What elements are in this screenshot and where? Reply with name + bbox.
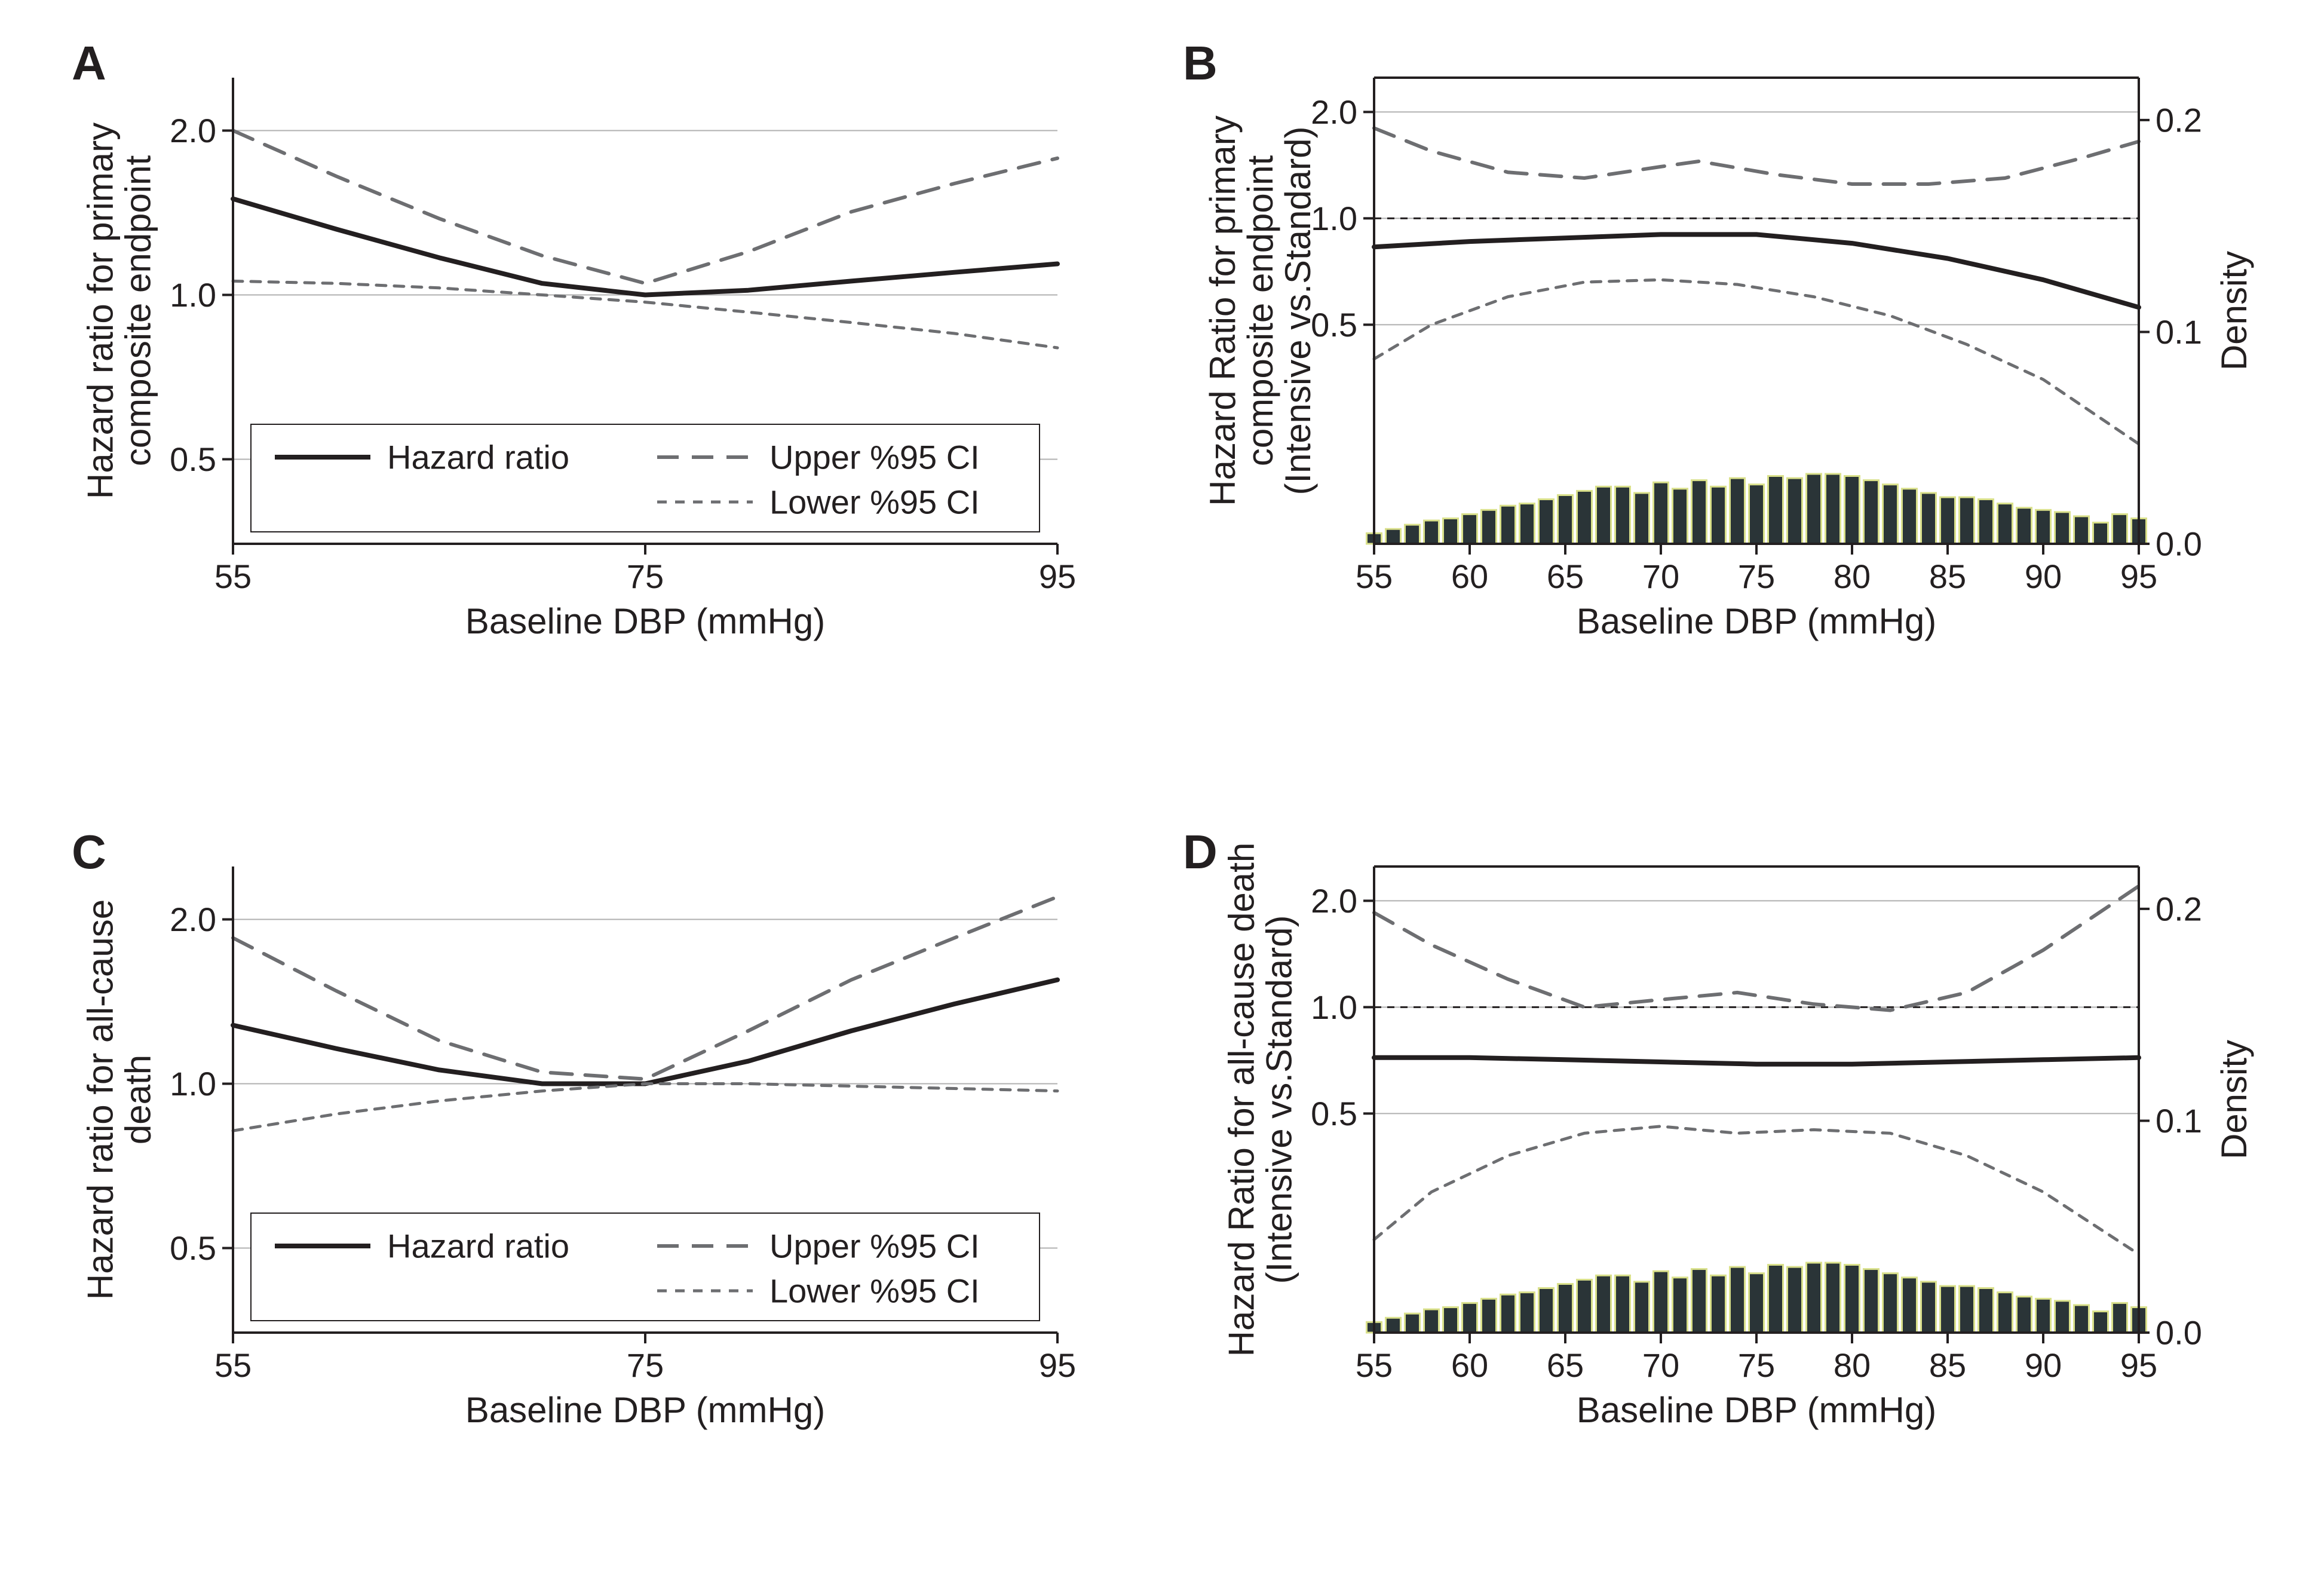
y-axis-label: Hazard ratio for all-causedeath [81,899,158,1300]
legend-lower-label: Lower %95 CI [769,483,980,521]
svg-text:65: 65 [1547,1346,1584,1384]
series-hazard-ratio [1374,234,2139,307]
x-axis-label: Baseline DBP (mmHg) [465,1390,825,1430]
svg-text:95: 95 [2120,558,2157,595]
svg-text:0.2: 0.2 [2156,102,2202,139]
x-axis-label: Baseline DBP (mmHg) [465,601,825,641]
panel-svg-a: 55 75 95 0.5 1.0 2.0 Baseline DBP (mmHg) Hazard… [0,0,2324,1586]
legend-hr-label: Hazard ratio [387,439,569,476]
series-upper-ci [1374,128,2139,184]
series-hazard-ratio [233,199,1057,295]
x-axis-label: Baseline DBP (mmHg) [1577,1390,1936,1430]
y-axis-label: Hazard Ratio for all-cause death(Intensi… [1222,843,1299,1357]
svg-text:80: 80 [1834,1346,1871,1384]
svg-text:80: 80 [1834,558,1871,595]
panel-svg-c: 55 75 95 0.5 1.0 2.0 Baseline DBP (mmHg) Hazard… [0,0,2324,1586]
legend-lower-label: Lower %95 CI [769,1272,980,1310]
svg-text:55: 55 [1356,558,1393,595]
y2-axis-label: Density [2214,251,2254,371]
svg-text:90: 90 [2025,1346,2062,1384]
series-hazard-ratio [1374,1058,2139,1064]
legend-upper-label: Upper %95 CI [769,439,980,476]
series-upper-ci [1374,886,2139,1011]
svg-text:85: 85 [1929,1346,1966,1384]
series-hazard-ratio [233,980,1057,1084]
panel-svg-b: 55 60 65 70 75 80 85 90 95 0.5 1.0 2.0 0.0 0.1 0.2 Dens… [0,0,2324,1586]
svg-text:85: 85 [1929,558,1966,595]
panel-label-c: C [72,825,106,880]
x-axis-label: Baseline DBP (mmHg) [1577,601,1936,641]
panel-label-a: A [72,36,106,91]
legend-hr-label: Hazard ratio [387,1227,569,1265]
svg-text:1.0: 1.0 [1311,988,1357,1026]
series-lower-ci [1374,280,2139,444]
svg-text:1.0: 1.0 [1311,200,1357,237]
svg-text:2.0: 2.0 [170,112,216,149]
svg-text:0.5: 0.5 [170,440,216,478]
svg-text:0.1: 0.1 [2156,313,2202,351]
svg-text:0.0: 0.0 [2156,1314,2202,1352]
svg-text:1.0: 1.0 [170,1065,216,1103]
svg-text:90: 90 [2025,558,2062,595]
svg-text:95: 95 [1039,1346,1076,1384]
y-axis-label: Hazard Ratio for primarycomposite endpoi… [1203,115,1318,506]
svg-text:60: 60 [1451,1346,1488,1384]
svg-text:55: 55 [1356,1346,1393,1384]
series-lower-ci [233,1084,1057,1131]
series-upper-ci [233,897,1057,1079]
svg-text:75: 75 [627,1346,664,1384]
svg-text:0.5: 0.5 [1311,306,1357,344]
svg-text:2.0: 2.0 [1311,882,1357,920]
panel-label-d: D [1183,825,1218,880]
svg-text:55: 55 [214,558,252,595]
series-lower-ci [1374,1126,2139,1254]
panel-label-b: B [1183,36,1218,91]
svg-text:70: 70 [1642,1346,1679,1384]
svg-text:0.0: 0.0 [2156,525,2202,563]
svg-text:0.2: 0.2 [2156,890,2202,928]
y2-axis-label: Density [2214,1040,2254,1159]
svg-text:65: 65 [1547,558,1584,595]
svg-text:1.0: 1.0 [170,276,216,314]
svg-text:75: 75 [627,558,664,595]
series-upper-ci [233,131,1057,284]
series-lower-ci [233,281,1057,348]
svg-text:60: 60 [1451,558,1488,595]
svg-text:2.0: 2.0 [1311,93,1357,131]
svg-text:95: 95 [1039,558,1076,595]
svg-text:55: 55 [214,1346,252,1384]
y-axis-label: Hazard ratio for primarycomposite endpoi… [81,123,158,499]
svg-text:0.5: 0.5 [170,1229,216,1267]
legend-upper-label: Upper %95 CI [769,1227,980,1265]
svg-text:75: 75 [1738,1346,1775,1384]
figure-root: A 55 75 95 0.5 1.0 2.0 Baseline DBP (mmHg) Hazar… [0,0,2324,1586]
svg-text:0.1: 0.1 [2156,1102,2202,1140]
svg-text:95: 95 [2120,1346,2157,1384]
svg-text:70: 70 [1642,558,1679,595]
svg-text:2.0: 2.0 [170,901,216,938]
panel-svg-d: 55 60 65 70 75 80 85 90 95 0.5 1.0 2.0 0.0 0.1 0.2 Dens… [0,0,2324,1586]
svg-text:75: 75 [1738,558,1775,595]
svg-text:0.5: 0.5 [1311,1095,1357,1132]
